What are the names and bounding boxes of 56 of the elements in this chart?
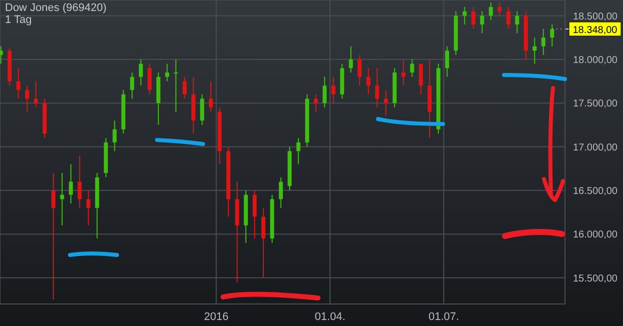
candlestick xyxy=(34,80,38,108)
y-tick-label: 18.000,00 xyxy=(573,54,618,66)
candlestick xyxy=(138,58,143,86)
candlestick xyxy=(278,176,283,208)
candlestick xyxy=(148,63,152,95)
candlestick xyxy=(541,28,546,56)
x-tick-label: 01.04. xyxy=(314,310,346,323)
y-tick-label: 16.500,00 xyxy=(573,186,618,197)
candlestick xyxy=(112,120,117,152)
y-tick-label: 16.000,00 xyxy=(573,230,618,241)
candlestick xyxy=(331,76,336,104)
candlestick xyxy=(488,2,493,21)
chart-title: Dow Jones (969420) xyxy=(5,2,107,14)
candlestick xyxy=(296,138,300,165)
candlestick xyxy=(314,94,318,112)
candlestick xyxy=(86,190,90,226)
candlestick xyxy=(51,172,56,300)
text: 1 Tag xyxy=(5,14,33,26)
y-tick-label: 17.500,00 xyxy=(573,98,618,110)
candlestick xyxy=(68,164,73,204)
candlestick xyxy=(384,89,388,117)
candlestick xyxy=(401,58,406,86)
candlestick xyxy=(418,63,423,95)
candlestick xyxy=(410,58,414,78)
candlestick xyxy=(78,154,82,208)
candlestick xyxy=(515,10,520,34)
candlestick xyxy=(261,207,266,278)
candlestick xyxy=(462,6,467,25)
candlestick xyxy=(375,68,380,108)
candlestick xyxy=(532,37,537,64)
x-tick-label: 01.07. xyxy=(428,310,460,323)
candlestick xyxy=(165,63,170,82)
candlestick xyxy=(16,68,20,100)
candlestick xyxy=(506,6,510,30)
candlestick xyxy=(322,76,327,108)
candlestick xyxy=(252,190,257,239)
candlestick xyxy=(60,172,64,226)
candlestick xyxy=(200,94,204,126)
candlestick xyxy=(550,24,554,47)
y-tick-label: 18.500,00 xyxy=(573,11,618,22)
candlestick xyxy=(445,46,450,78)
candlestick xyxy=(358,54,362,86)
candlestick xyxy=(348,46,353,74)
candlestick xyxy=(25,85,30,112)
candlestick xyxy=(174,58,178,112)
candlestick xyxy=(182,76,187,100)
y-tick-label: 15.500,00 xyxy=(573,273,618,284)
candlestick xyxy=(498,2,502,16)
candlestick xyxy=(471,6,476,30)
annotation: 18.348,00 xyxy=(572,25,618,36)
x-tick-label: 2016 xyxy=(204,310,228,323)
candlestick xyxy=(366,68,370,95)
y-tick-label: 17.000,00 xyxy=(573,142,618,154)
candlestick xyxy=(480,10,484,34)
candlestick xyxy=(130,72,134,100)
candlestick xyxy=(208,80,213,112)
